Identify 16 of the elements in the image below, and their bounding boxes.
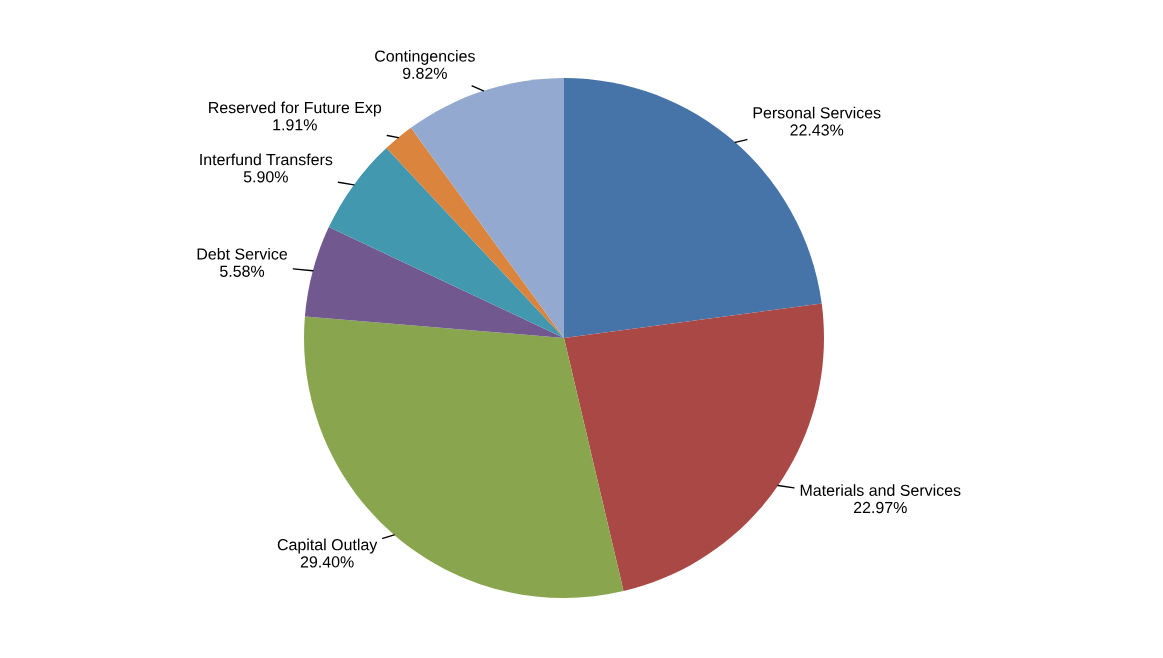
data-label: 22.43%	[790, 124, 844, 136]
slice-label: Capital Outlay	[277, 538, 378, 554]
data-label: 22.97%	[853, 501, 907, 514]
slice-label: Interfund Transfers	[200, 153, 333, 166]
data-label: 1.91%	[273, 119, 317, 131]
slice-label: Debt Service	[197, 247, 288, 260]
data-label: 5.90%	[243, 171, 288, 183]
data-label: 9.82%	[402, 67, 447, 79]
pie-slice	[304, 227, 564, 338]
slice-label: Contingencies	[375, 50, 475, 65]
data-label: 29.40%	[300, 556, 354, 568]
slice-label: Materials and Services	[800, 484, 961, 496]
data-label: 5.58%	[220, 265, 265, 277]
pie-slice	[410, 78, 564, 338]
slice-label: Personal Services	[753, 106, 881, 119]
slice-label: Reserved for Future Exp	[209, 101, 382, 117]
